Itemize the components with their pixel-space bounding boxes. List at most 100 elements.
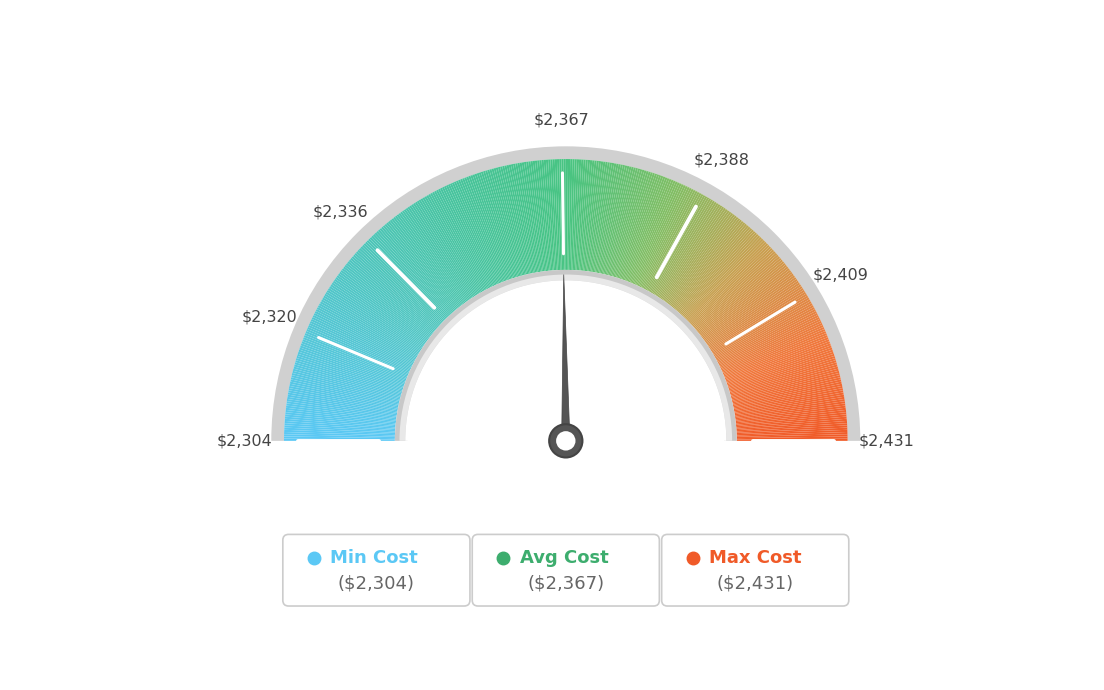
Wedge shape [452,182,498,284]
Wedge shape [722,327,825,373]
Wedge shape [552,159,559,270]
Wedge shape [285,419,395,428]
Wedge shape [395,270,736,441]
Wedge shape [662,208,726,300]
Wedge shape [569,159,573,270]
Wedge shape [431,193,485,291]
Circle shape [556,431,575,451]
Wedge shape [309,323,411,371]
Wedge shape [306,331,408,375]
Wedge shape [456,181,500,284]
Wedge shape [643,189,693,288]
Wedge shape [315,311,414,363]
Wedge shape [713,297,809,355]
Wedge shape [354,253,438,328]
Wedge shape [370,237,448,318]
Wedge shape [574,159,582,270]
Wedge shape [702,270,792,338]
Wedge shape [286,406,396,421]
Wedge shape [728,348,832,386]
Wedge shape [327,290,422,351]
Wedge shape [586,161,601,271]
Wedge shape [728,352,834,388]
Wedge shape [439,188,490,288]
Wedge shape [602,166,627,274]
Wedge shape [491,168,522,276]
Wedge shape [710,288,804,349]
Wedge shape [693,253,777,328]
Wedge shape [287,401,396,418]
Wedge shape [669,217,739,306]
Wedge shape [293,371,401,400]
Wedge shape [287,399,396,417]
Wedge shape [339,272,429,339]
Wedge shape [353,255,437,329]
Wedge shape [606,167,634,275]
Wedge shape [575,159,584,270]
Wedge shape [300,344,405,383]
Wedge shape [329,286,423,348]
Wedge shape [405,280,726,441]
Wedge shape [697,259,783,332]
Wedge shape [735,410,846,424]
Polygon shape [562,275,570,441]
Wedge shape [505,166,530,274]
Wedge shape [289,384,399,408]
Wedge shape [516,164,537,273]
Wedge shape [380,228,454,313]
Wedge shape [481,172,516,278]
Wedge shape [691,250,774,326]
Wedge shape [321,299,418,356]
Wedge shape [418,199,478,295]
Wedge shape [330,284,424,347]
Wedge shape [609,168,640,276]
Wedge shape [736,434,848,438]
Wedge shape [580,160,591,270]
Wedge shape [668,215,736,305]
Wedge shape [660,206,722,299]
Wedge shape [289,386,399,408]
Wedge shape [285,421,395,430]
Wedge shape [664,209,728,301]
Wedge shape [496,168,524,275]
Wedge shape [507,165,531,274]
Wedge shape [470,175,509,280]
Wedge shape [698,262,784,333]
Wedge shape [326,292,421,351]
Wedge shape [682,234,758,316]
Wedge shape [672,221,744,308]
Wedge shape [673,222,745,309]
Wedge shape [613,170,645,277]
Wedge shape [735,406,846,421]
Wedge shape [390,219,460,308]
Wedge shape [295,360,402,393]
Wedge shape [458,179,501,283]
Wedge shape [300,346,405,384]
Wedge shape [311,317,412,367]
Wedge shape [705,279,797,344]
Wedge shape [731,371,839,400]
Wedge shape [434,190,487,290]
Wedge shape [342,268,431,337]
Wedge shape [666,212,732,302]
Wedge shape [563,159,565,270]
Wedge shape [383,225,456,311]
Wedge shape [312,315,413,366]
Wedge shape [332,281,425,345]
Wedge shape [317,307,415,361]
Wedge shape [343,266,432,336]
Wedge shape [537,160,550,270]
Wedge shape [298,350,404,387]
Wedge shape [463,178,505,282]
Wedge shape [285,423,395,431]
Text: $2,409: $2,409 [813,267,869,282]
Wedge shape [736,430,848,435]
Wedge shape [623,175,661,280]
Wedge shape [534,161,549,271]
Wedge shape [724,337,829,380]
Wedge shape [378,230,453,313]
Wedge shape [730,360,837,393]
Wedge shape [631,181,676,284]
Wedge shape [735,408,846,422]
Wedge shape [368,239,447,319]
